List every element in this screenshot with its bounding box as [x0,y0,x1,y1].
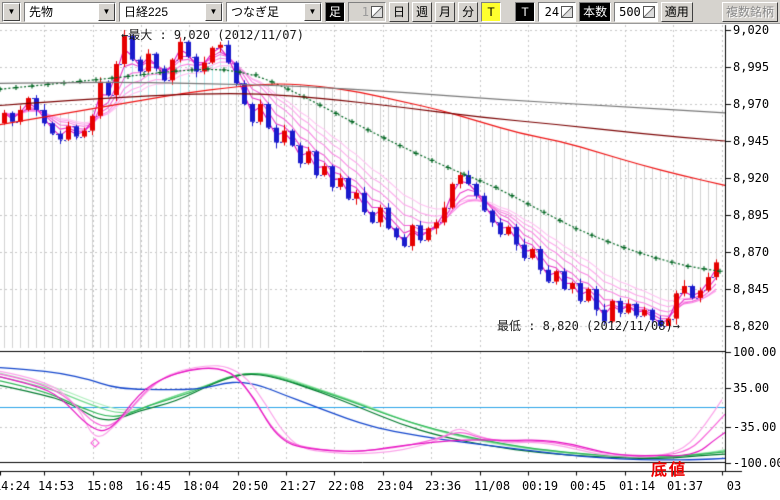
price-axis-label: 8,995 [733,60,770,74]
price-axis-label: 8,895 [733,208,770,222]
price-axis-label: 8,970 [733,97,770,111]
bottom-price-label: 底値 [651,462,688,479]
oscillator-axis-label: -100.00 [733,455,780,470]
time-axis-label: 11/08 [473,479,511,493]
time-axis-label: 23:04 [376,479,414,493]
price-axis-label: 8,820 [733,319,770,333]
price-axis-label: 8,845 [733,282,770,296]
dropdown-arrow-icon[interactable]: ▼ [304,2,321,21]
period-month-button[interactable]: 月 [435,1,456,22]
bar-count-button[interactable]: 本数 [579,1,612,22]
tick-count-value: 24 [544,4,560,19]
price-axis-label: 8,870 [733,245,770,259]
time-axis-label: 03 [726,479,742,493]
bar-count-stepper[interactable]: 500 [614,1,658,22]
time-axis-label: 14:53 [37,479,75,493]
interval-stepper[interactable]: 1 [348,1,387,22]
bar-mode-button[interactable]: 足 [325,1,346,22]
time-axis-label: 01:14 [618,479,656,493]
price-axis-label: 8,945 [733,134,770,148]
stepper-grip-icon[interactable] [642,5,655,18]
time-axis-label: 00:19 [521,479,559,493]
period-week-button[interactable]: 週 [412,1,433,22]
tick-mode-button[interactable]: T [515,1,536,22]
chart-style-value: つなぎ足 [231,4,280,19]
time-axis-label: 23:36 [424,479,462,493]
time-axis-label: 18:04 [182,479,220,493]
time-axis-label: 15:08 [86,479,124,493]
time-axis-label: 01:37 [666,479,704,493]
time-axis-label: 22:08 [327,479,365,493]
price-axis-label: 8,920 [733,171,770,185]
toolbar: ▼ 先物 ▼ 日経225 ▼ つなぎ足 ▼ 足 1 日 週 月 分 T T 24… [0,0,780,24]
oscillator-axis-label: 35.00 [733,381,770,396]
period-minute-button[interactable]: 分 [458,1,479,22]
time-axis-label: 21:27 [279,479,317,493]
dropdown-arrow-icon[interactable]: ▼ [205,2,222,21]
time-axis-label: 00:45 [569,479,607,493]
max-price-annotation: ←最大 : 9,020 (2012/11/07) [121,28,304,42]
apply-button[interactable]: 適用 [660,1,693,22]
period-tick-button-active[interactable]: T [481,1,502,22]
time-axis-label: 20:50 [231,479,269,493]
time-axis-label: 14:24 [0,479,31,493]
bar-count-value: 500 [619,4,641,19]
symbol-value: 日経225 [124,4,169,19]
oscillator-axis-label: 100.00 [733,345,777,359]
chart-style-select[interactable]: つなぎ足 ▼ [226,1,322,22]
instrument-select[interactable]: 先物 ▼ [24,1,116,22]
multi-symbol-button: 複数銘柄 [721,1,778,22]
clipped-combo[interactable]: ▼ [2,1,21,22]
stepper-grip-icon[interactable] [561,5,574,18]
symbol-select[interactable]: 日経225 ▼ [119,1,223,22]
dropdown-arrow-icon[interactable]: ▼ [3,2,20,21]
tick-count-stepper[interactable]: 24 [538,1,577,22]
interval-value: 1 [361,4,370,19]
period-day-button[interactable]: 日 [389,1,410,22]
instrument-value: 先物 [29,4,54,19]
stepper-grip-icon[interactable] [371,5,384,18]
min-price-annotation: 最低 : 8,820 (2012/11/08)→ [497,319,680,333]
time-axis-label: 16:45 [134,479,172,493]
dropdown-arrow-icon[interactable]: ▼ [98,2,115,21]
price-axis-label: 9,020 [733,23,770,37]
oscillator-axis-label: -35.00 [733,419,777,434]
